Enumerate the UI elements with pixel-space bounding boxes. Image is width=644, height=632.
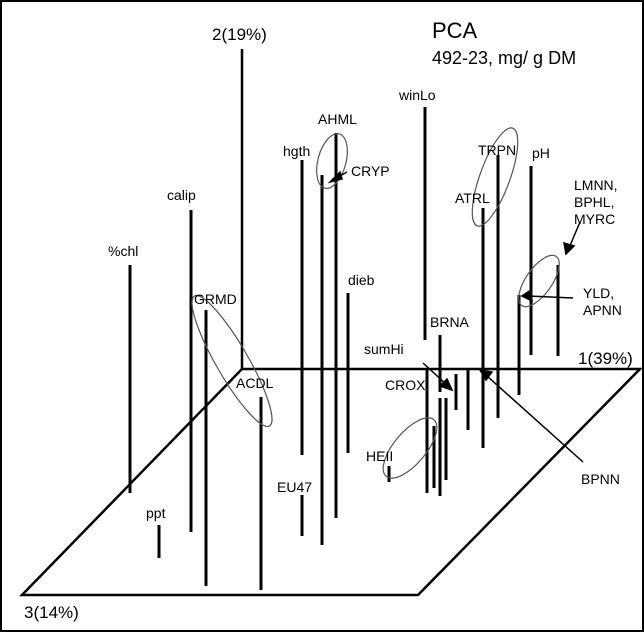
ellipse-trpn-atrl [471, 127, 519, 227]
label-pct-chl: %chl [108, 243, 138, 259]
label-winlo: winLo [398, 87, 436, 103]
arrow-bpnn-head [478, 368, 494, 382]
arrow-yld-line [527, 295, 574, 299]
label-yld: YLD, [583, 285, 614, 301]
floor-plane [19, 367, 643, 597]
arrow-lmnn-head [563, 241, 576, 256]
label-grmd: GRMD [194, 291, 237, 307]
label-apnn: APNN [583, 302, 622, 318]
ellipse-ahml-cryp [316, 133, 348, 189]
label-dieb: dieb [348, 272, 375, 288]
ellipse-lmnn-yld [518, 254, 560, 308]
ellipse-grmd-acdl [191, 294, 273, 428]
label-calip: calip [167, 187, 196, 203]
axis-1-label: 1(39%) [578, 349, 633, 368]
label-hgth: hgth [283, 143, 310, 159]
label-myrc: MYRC [574, 211, 615, 227]
arrow-bpnn-line [486, 375, 584, 463]
label-eu47: EU47 [277, 479, 312, 495]
arrow-lmnn-line [568, 221, 581, 249]
ellipse-crox-heii [382, 417, 438, 479]
axis-3-label: 3(14%) [24, 603, 79, 622]
group-ellipses [191, 127, 560, 479]
label-lmnn: LMNN, [574, 177, 618, 193]
chart-subtitle: 492-23, mg/ g DM [432, 48, 576, 68]
label-trpn: TRPN [478, 142, 516, 158]
label-bpnn: BPNN [581, 471, 620, 487]
label-bphl: BPHL, [574, 194, 614, 210]
label-heii: HEII [366, 448, 393, 464]
arrow-sumhi-head [438, 377, 454, 392]
callout-arrows [327, 170, 584, 463]
label-cryp: CRYP [351, 163, 390, 179]
label-ppt: ppt [146, 505, 166, 521]
label-sumhi: sumHi [364, 341, 404, 357]
stems [128, 107, 560, 590]
arrow-cryp-head [327, 170, 343, 184]
arrow-sumhi-line [422, 362, 448, 386]
label-atrl: ATRL [455, 190, 490, 206]
label-ahml: AHML [318, 111, 357, 127]
chart-title: PCA [432, 18, 478, 43]
label-crox: CROX [385, 377, 426, 393]
label-brna: BRNA [430, 314, 470, 330]
arrow-yld-head [520, 288, 533, 303]
label-ph: pH [532, 145, 550, 161]
axis-2-label: 2(19%) [212, 25, 267, 44]
label-acdl: ACDL [236, 375, 274, 391]
